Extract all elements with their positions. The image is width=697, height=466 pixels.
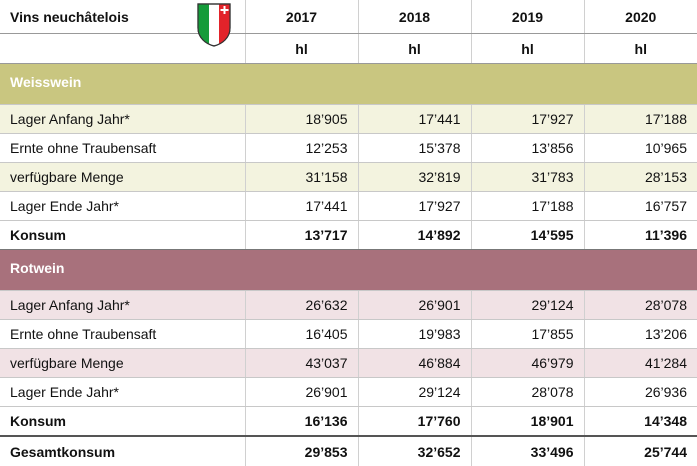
data-row: Lager Anfang Jahr* 18’905 17’441 17’927 17’1…	[0, 104, 697, 134]
value-cell: 31’783	[470, 162, 584, 192]
year-header: 2018	[357, 0, 471, 34]
unit-label: hl	[244, 33, 358, 64]
value-cell: 31’158	[244, 162, 358, 192]
value-cell: 17’188	[470, 191, 584, 221]
total-row: Gesamtkonsum 29’853 32’652 33’496 25’744	[0, 435, 697, 466]
value-cell: 17’927	[470, 104, 584, 134]
section-name: Weisswein	[0, 63, 697, 105]
value-cell: 29’124	[470, 290, 584, 320]
value-cell: 32’819	[357, 162, 471, 192]
data-row: Lager Ende Jahr* 17’441 17’927 17’188 16’757	[0, 191, 697, 221]
year-header: 2019	[470, 0, 584, 34]
coat-of-arms	[197, 3, 231, 47]
row-label: Lager Anfang Jahr*	[0, 104, 245, 134]
row-label: verfügbare Menge	[0, 162, 245, 192]
value-cell: 26’632	[244, 290, 358, 320]
value-cell: 18’905	[244, 104, 358, 134]
value-cell: 28’153	[583, 162, 697, 192]
value-cell: 16’757	[583, 191, 697, 221]
row-label: Ernte ohne Traubensaft	[0, 319, 245, 349]
value-cell: 18’901	[470, 406, 584, 437]
value-cell: 14’595	[470, 220, 584, 250]
value-cell: 19’983	[357, 319, 471, 349]
unit-label: hl	[470, 33, 584, 64]
value-cell: 46’884	[357, 348, 471, 378]
value-cell: 26’936	[583, 377, 697, 407]
value-cell: 41’284	[583, 348, 697, 378]
data-row: verfügbare Menge 31’158 32’819 31’783 28’153	[0, 162, 697, 192]
value-cell: 14’892	[357, 220, 471, 250]
total-value: 25’744	[583, 435, 697, 466]
section-band: Weisswein	[0, 63, 697, 105]
unit-label: hl	[357, 33, 471, 64]
value-cell: 17’927	[357, 191, 471, 221]
value-cell: 28’078	[470, 377, 584, 407]
value-cell: 28’078	[583, 290, 697, 320]
value-cell: 11’396	[583, 220, 697, 250]
row-label: Lager Anfang Jahr*	[0, 290, 245, 320]
value-cell: 13’856	[470, 133, 584, 163]
value-cell: 17’188	[583, 104, 697, 134]
value-cell: 29’124	[357, 377, 471, 407]
value-cell: 17’441	[244, 191, 358, 221]
blank-cell	[0, 33, 245, 64]
section-band: Rotwein	[0, 249, 697, 291]
value-cell: 26’901	[244, 377, 358, 407]
unit-row: hl hl hl hl	[0, 33, 697, 64]
total-value: 29’853	[244, 435, 358, 466]
row-label: Lager Ende Jahr*	[0, 377, 245, 407]
total-label: Gesamtkonsum	[0, 435, 245, 466]
section-name: Rotwein	[0, 249, 697, 291]
row-label: verfügbare Menge	[0, 348, 245, 378]
value-cell: 14’348	[583, 406, 697, 437]
value-cell: 15’378	[357, 133, 471, 163]
value-cell: 26’901	[357, 290, 471, 320]
year-header: 2017	[244, 0, 358, 34]
value-cell: 17’441	[357, 104, 471, 134]
total-value: 33’496	[470, 435, 584, 466]
value-cell: 17’760	[357, 406, 471, 437]
data-row: Ernte ohne Traubensaft 16’405 19’983 17’855…	[0, 319, 697, 349]
value-cell: 10’965	[583, 133, 697, 163]
value-cell: 43’037	[244, 348, 358, 378]
row-label: Konsum	[0, 406, 245, 437]
subtotal-row: Konsum 16’136 17’760 18’901 14’348	[0, 406, 697, 437]
value-cell: 16’405	[244, 319, 358, 349]
subtotal-row: Konsum 13’717 14’892 14’595 11’396	[0, 220, 697, 250]
data-row: Lager Ende Jahr* 26’901 29’124 28’078 26’936	[0, 377, 697, 407]
value-cell: 12’253	[244, 133, 358, 163]
value-cell: 13’206	[583, 319, 697, 349]
row-label: Ernte ohne Traubensaft	[0, 133, 245, 163]
data-row: verfügbare Menge 43’037 46’884 46’979 41’284	[0, 348, 697, 378]
unit-label: hl	[583, 33, 697, 64]
value-cell: 13’717	[244, 220, 358, 250]
value-cell: 16’136	[244, 406, 358, 437]
data-row: Ernte ohne Traubensaft 12’253 15’378 13’856…	[0, 133, 697, 163]
value-cell: 17’855	[470, 319, 584, 349]
header-row: Vins neuchâtelois 2017 2018 2019 2020	[0, 0, 697, 34]
year-header: 2020	[583, 0, 697, 34]
row-label: Lager Ende Jahr*	[0, 191, 245, 221]
value-cell: 46’979	[470, 348, 584, 378]
row-label: Konsum	[0, 220, 245, 250]
data-row: Lager Anfang Jahr* 26’632 26’901 29’124 28’0…	[0, 290, 697, 320]
total-value: 32’652	[357, 435, 471, 466]
